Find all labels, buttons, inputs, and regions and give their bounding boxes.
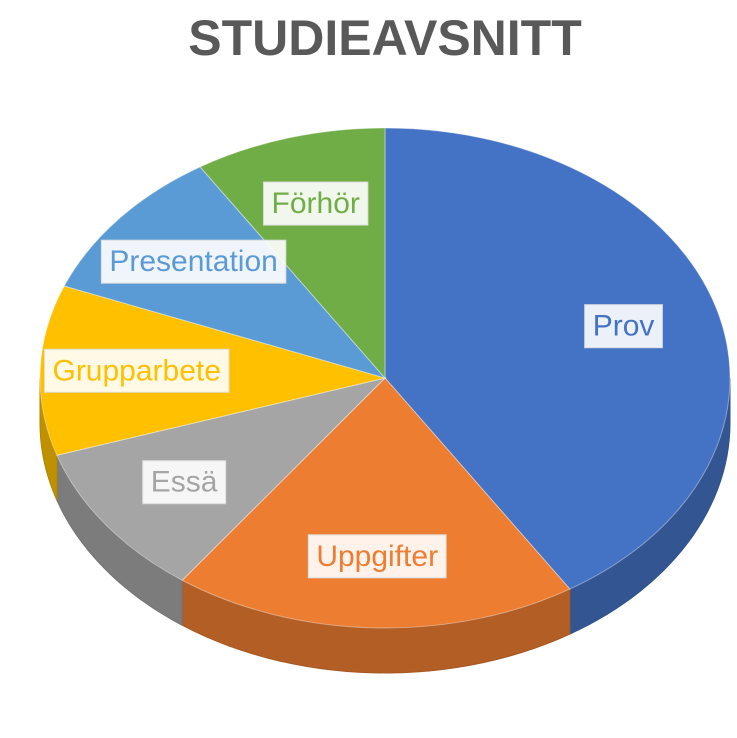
slice-label: Grupparbete — [43, 348, 230, 393]
label-box — [263, 181, 369, 226]
slice — [384, 127, 731, 590]
label-text: Uppgifter — [316, 540, 438, 573]
slice — [181, 377, 571, 629]
label-box — [307, 534, 447, 579]
label-text: Essä — [151, 466, 218, 499]
label-text: Grupparbete — [52, 354, 220, 387]
slice-label: Prov — [584, 304, 663, 349]
label-text: Presentation — [109, 245, 277, 278]
label-text: Förhör — [272, 187, 360, 220]
slice-label: Essä — [142, 460, 227, 505]
slice-label: Uppgifter — [307, 534, 447, 579]
slice-label: Presentation — [100, 239, 287, 284]
label-box — [584, 304, 663, 349]
label-text: Prov — [593, 310, 655, 343]
chart-title: STUDIEAVSNITT — [188, 10, 582, 66]
label-box — [43, 348, 230, 393]
label-box — [100, 239, 287, 284]
slice-label: Förhör — [263, 181, 369, 226]
label-box — [142, 460, 227, 505]
